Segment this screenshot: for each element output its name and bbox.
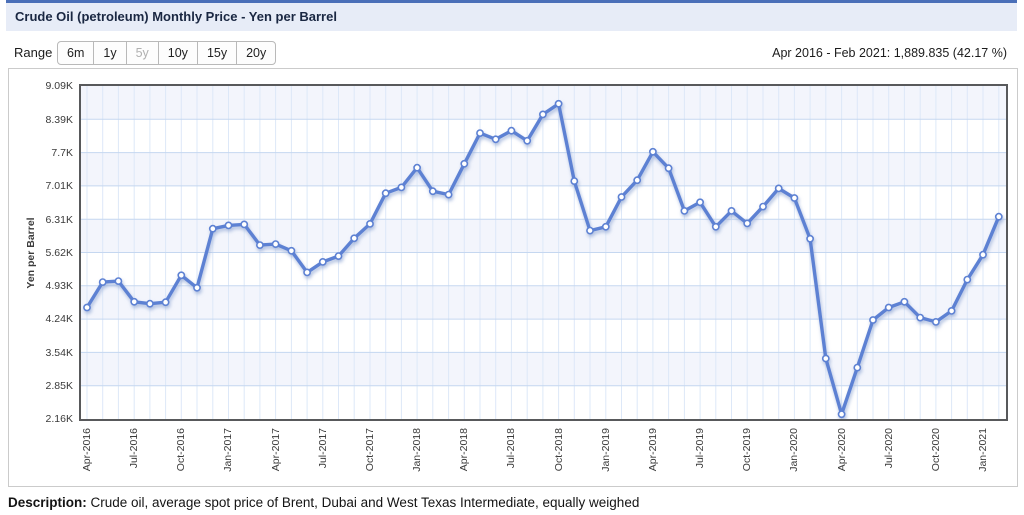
y-tick-label: 2.16K [45, 413, 73, 425]
range-button-20y[interactable]: 20y [236, 41, 277, 65]
y-tick-label: 2.85K [45, 379, 73, 392]
x-tick-label: Jan-2017 [222, 428, 235, 472]
period-summary: Apr 2016 - Feb 2021: 1,889.835 (42.17 %) [772, 46, 1007, 60]
y-tick-label: 4.93K [45, 279, 73, 292]
y-tick-label: 3.54K [45, 346, 73, 359]
x-tick-label: Jul-2016 [128, 428, 141, 469]
x-tick-label: Apr-2016 [81, 428, 93, 472]
x-tick-label: Apr-2019 [646, 428, 659, 472]
y-tick-label: 8.39K [45, 113, 73, 126]
description-text: Crude oil, average spot price of Brent, … [86, 495, 640, 510]
plot-area[interactable] [79, 84, 1008, 421]
range-selector-row: Range 6m 1y 5y 10y 15y 20y Apr 2016 - Feb 202… [0, 41, 1024, 66]
x-tick-label: Jul-2019 [694, 428, 707, 469]
description-row: Description: Crude oil, average spot pri… [8, 495, 639, 510]
page-title: Crude Oil (petroleum) Monthly Price - Ye… [15, 9, 337, 24]
chart-container: Yen per Barrel 9.09K 8.39K 7.7K 7.01K 6.31K 5… [8, 68, 1018, 487]
y-tick-label: 4.24K [45, 313, 73, 326]
y-tick-label: 9.09K [45, 80, 73, 92]
x-tick-label: Jan-2021 [977, 428, 990, 472]
x-tick-label: Jan-2018 [411, 428, 424, 472]
x-tick-label: Apr-2018 [458, 428, 471, 472]
x-tick-label: Oct-2019 [741, 428, 754, 472]
range-button-5y[interactable]: 5y [125, 41, 159, 65]
x-tick-label: Oct-2020 [929, 428, 942, 472]
y-tick-label: 6.31K [45, 213, 73, 226]
x-tick-label: Oct-2016 [175, 428, 188, 472]
x-tick-label: Jul-2020 [882, 428, 895, 469]
chart-title-bar: Crude Oil (petroleum) Monthly Price - Ye… [6, 0, 1017, 31]
description-label: Description: [8, 495, 87, 510]
x-tick-label: Oct-2018 [552, 428, 565, 472]
x-tick-label: Oct-2017 [363, 428, 376, 472]
range-button-10y[interactable]: 10y [157, 41, 198, 65]
range-button-6m[interactable]: 6m [57, 41, 95, 65]
range-button-1y[interactable]: 1y [93, 41, 127, 65]
y-tick-label: 5.62K [45, 246, 73, 259]
x-tick-label: Apr-2020 [835, 428, 848, 472]
x-tick-label: Jul-2018 [505, 428, 518, 469]
y-tick-label: 7.7K [51, 146, 73, 159]
x-tick-label: Jan-2019 [599, 428, 612, 472]
x-tick-label: Apr-2017 [269, 428, 282, 472]
range-button-15y[interactable]: 15y [196, 41, 238, 65]
x-tick-label: Jul-2017 [316, 428, 329, 469]
range-label: Range [14, 45, 53, 60]
x-tick-label: Jan-2020 [788, 428, 801, 472]
range-button-group: 6m 1y 5y 10y 15y 20y [57, 41, 277, 65]
y-tick-label: 7.01K [45, 179, 73, 192]
